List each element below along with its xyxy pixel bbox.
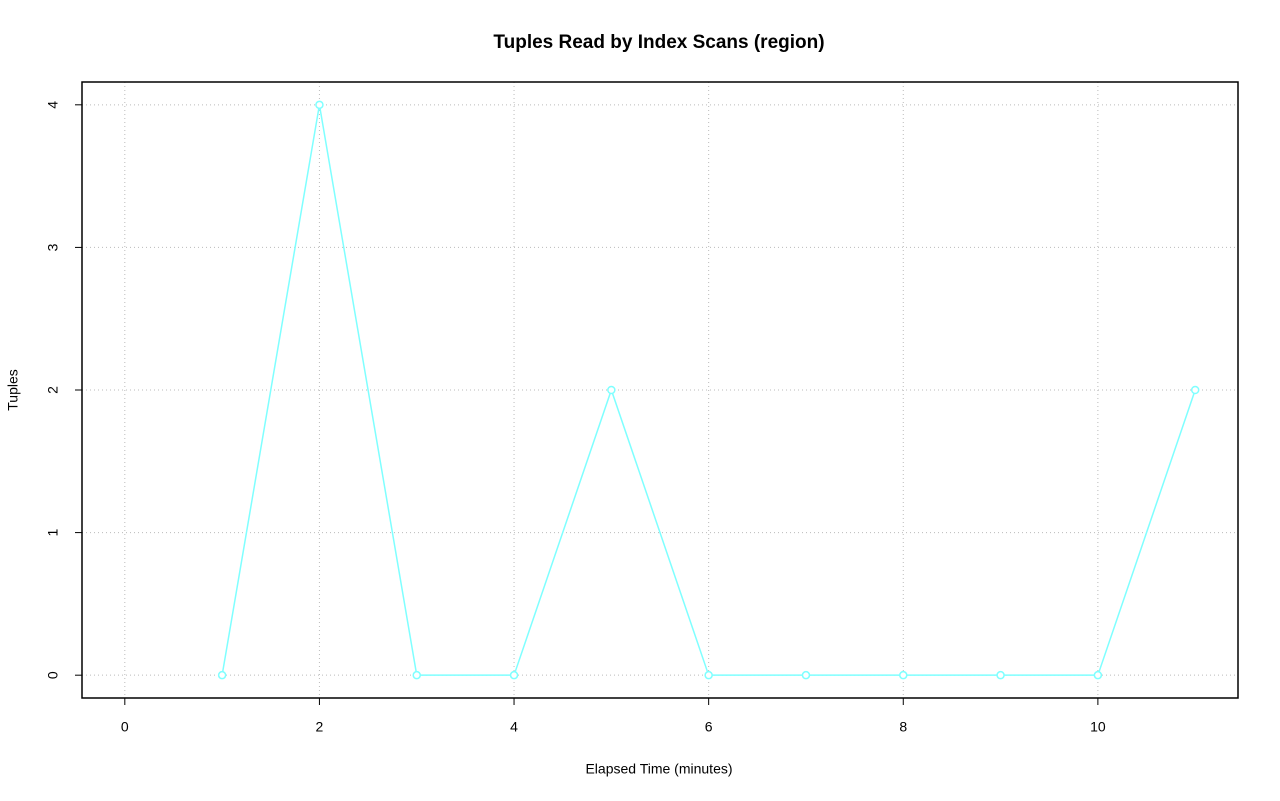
y-tick-label: 3 (45, 243, 61, 251)
x-tick-label: 8 (899, 719, 907, 735)
data-point (704, 670, 713, 680)
chart-title: Tuples Read by Index Scans (region) (493, 32, 824, 53)
x-tick-label: 10 (1090, 719, 1106, 735)
data-point (996, 670, 1005, 680)
y-tick-label: 0 (45, 671, 61, 679)
y-tick-label: 1 (45, 528, 61, 536)
y-tick-label: 2 (45, 386, 61, 394)
data-point (217, 670, 227, 680)
plot-frame (81, 81, 1239, 699)
x-axis-label: Elapsed Time (minutes) (585, 761, 732, 777)
x-tick-label: 4 (510, 719, 518, 735)
data-point (899, 670, 908, 680)
x-tick-label: 2 (316, 719, 324, 735)
data-point (607, 385, 616, 395)
y-tick-label: 4 (45, 101, 61, 109)
y-axis-label: Tuples (5, 369, 21, 411)
data-point (509, 670, 519, 680)
x-tick-label: 6 (705, 719, 713, 735)
x-tick-label: 0 (121, 719, 129, 735)
data-point (801, 670, 811, 680)
data-point (1190, 385, 1200, 395)
data-point (315, 100, 324, 110)
data-point (412, 670, 421, 680)
data-point (1093, 670, 1103, 680)
